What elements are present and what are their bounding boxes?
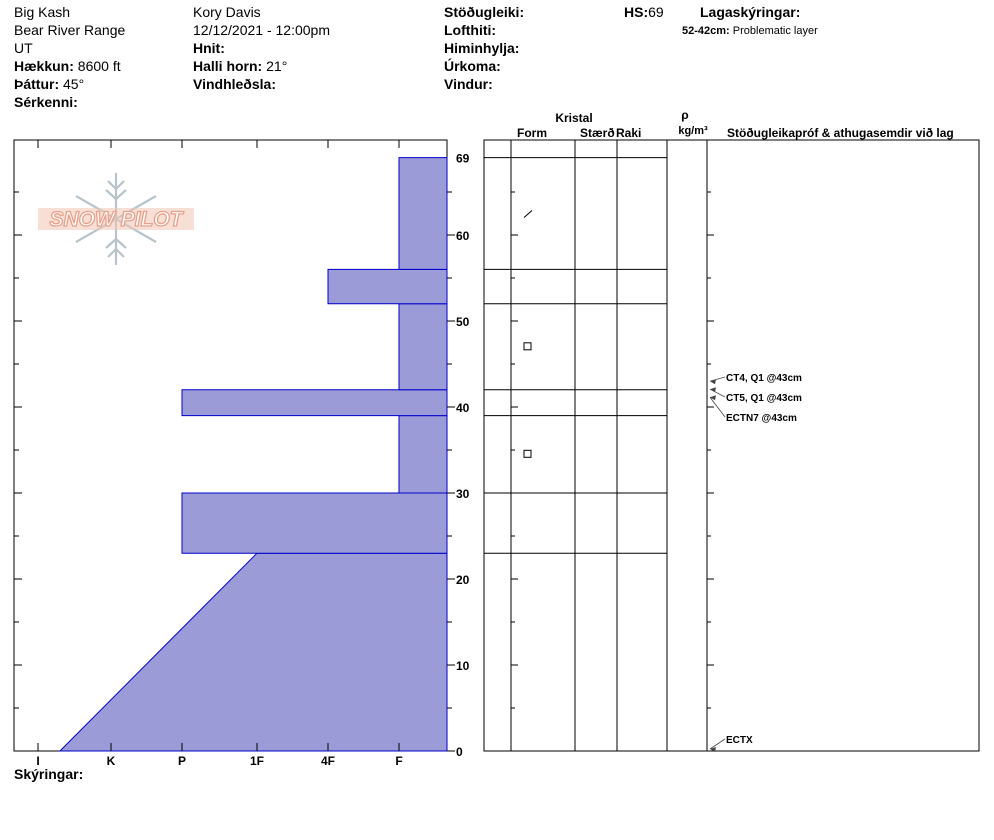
test-arrowhead-icon	[710, 395, 716, 401]
stability-label: Stöðugleiki:	[444, 4, 525, 20]
precip-row: Úrkoma:	[444, 57, 501, 75]
sky-row: Himinhylja:	[444, 39, 519, 57]
hardness-label: 1F	[250, 754, 264, 768]
depth-label: 69	[456, 152, 470, 166]
hardness-label: K	[107, 754, 116, 768]
coords-label: Hnit:	[193, 40, 225, 56]
snowpilot-logo: SNOW PILOT	[38, 173, 194, 265]
features-row: Sérkenni:	[14, 93, 78, 111]
hardness-layer	[58, 552, 448, 752]
elevation-row: Hækkun: 8600 ft	[14, 57, 121, 75]
air-temp-label: Lofthiti:	[444, 22, 497, 38]
grain-symbols	[523, 210, 533, 458]
state-name: UT	[14, 40, 33, 56]
stability-tests: CT4, Q1 @43cm CT5, Q1 @43cm ECTN7 @43cm ECT…	[709, 373, 802, 752]
stability-test-label: CT4, Q1 @43cm	[726, 373, 802, 384]
rho-header: ρ	[681, 108, 688, 122]
wind-loading-label: Vindhleðsla:	[193, 76, 276, 92]
stability-test-label: CT5, Q1 @43cm	[726, 393, 802, 404]
aspect-value: 45°	[63, 76, 85, 92]
test-leader-arrow	[709, 396, 726, 418]
hs-value: 69	[648, 4, 664, 20]
hardness-layer	[181, 492, 448, 554]
range-name: Bear River Range	[14, 22, 126, 38]
stability-test-label: ECTN7 @43cm	[726, 413, 797, 424]
stability-test-label: ECTX	[726, 735, 753, 746]
notes-label: Skýringar:	[14, 766, 84, 782]
hardness-layer	[398, 303, 448, 391]
hardness-plot-ticks	[14, 140, 455, 752]
coords-row: Hnit:	[193, 39, 225, 57]
depth-axis-labels: 0 10 20 30 40 50 60 69	[456, 152, 470, 759]
size-header: Stærð	[580, 126, 615, 140]
wind-row: Vindur:	[444, 75, 493, 93]
site-name: Big Kash	[14, 4, 71, 20]
hardness-layer	[398, 415, 448, 494]
depth-label: 10	[456, 659, 470, 673]
hardness-layer	[327, 268, 448, 305]
hardness-label: 4F	[321, 754, 335, 768]
hardness-layers	[58, 157, 448, 752]
test-arrowhead-icon	[710, 747, 716, 752]
grain-slash-icon	[523, 210, 533, 218]
notes-row: Skýringar:	[14, 765, 83, 783]
test-arrowhead-icon	[710, 379, 716, 385]
test-arrowhead-icon	[710, 387, 716, 393]
crystal-header: Kristal	[555, 111, 592, 125]
layer-notes-label: Lagaskýringar:	[700, 4, 801, 20]
layer-note-text: Problematic layer	[732, 25, 818, 37]
air-temp-row: Lofthiti:	[444, 21, 496, 39]
hardness-label: I	[36, 754, 39, 768]
density-unit-header: kg/m³	[678, 125, 708, 137]
layer-notes-heading: Lagaskýringar:	[700, 3, 800, 21]
depth-label: 0	[456, 745, 463, 759]
stability-row: Stöðugleiki:	[444, 3, 524, 21]
slope-row: Halli horn: 21°	[193, 57, 287, 75]
hardness-layer	[398, 157, 448, 270]
form-header: Form	[517, 126, 547, 140]
slope-value: 21°	[266, 58, 288, 74]
layer-note: 52-42cm: Problematic layer	[682, 22, 818, 40]
elevation-value: 8600 ft	[77, 58, 121, 74]
hs-row: HS:69	[624, 3, 664, 21]
hs-label: HS:	[624, 4, 649, 20]
wind-loading-row: Vindhleðsla:	[193, 75, 276, 93]
aspect-row: Þáttur: 45°	[14, 75, 84, 93]
hardness-layer	[181, 389, 448, 417]
depth-label: 40	[456, 401, 470, 415]
observer-name: Kory Davis	[193, 4, 261, 20]
hardness-label: P	[178, 754, 186, 768]
layer-note-range: 52-42cm:	[682, 25, 730, 37]
table-depth-ticks	[511, 191, 714, 752]
hardness-label: F	[395, 754, 402, 768]
depth-label: 30	[456, 487, 470, 501]
aspect-label: Þáttur:	[14, 76, 60, 92]
layer-table-frame	[483, 139, 980, 752]
elevation-label: Hækkun:	[14, 58, 74, 74]
test-leader-arrow	[709, 738, 726, 750]
depth-label: 50	[456, 315, 470, 329]
grain-square-icon	[523, 342, 532, 351]
depth-label: 20	[456, 573, 470, 587]
logo-text: SNOW PILOT	[50, 208, 185, 231]
observation-datetime: 12/12/2021 - 12:00pm	[193, 22, 330, 38]
slope-label: Halli horn:	[193, 58, 263, 74]
tests-header: Stöðugleikapróf & athugasemdir við lag	[727, 126, 954, 140]
features-label: Sérkenni:	[14, 94, 78, 110]
depth-label: 60	[456, 229, 470, 243]
precip-label: Úrkoma:	[444, 58, 501, 74]
grain-square-icon	[523, 449, 532, 458]
sky-label: Himinhylja:	[444, 40, 520, 56]
moisture-header: Raki	[616, 126, 641, 140]
hardness-axis-labels: I K P 1F 4F F	[36, 754, 402, 768]
wind-label: Vindur:	[444, 76, 493, 92]
